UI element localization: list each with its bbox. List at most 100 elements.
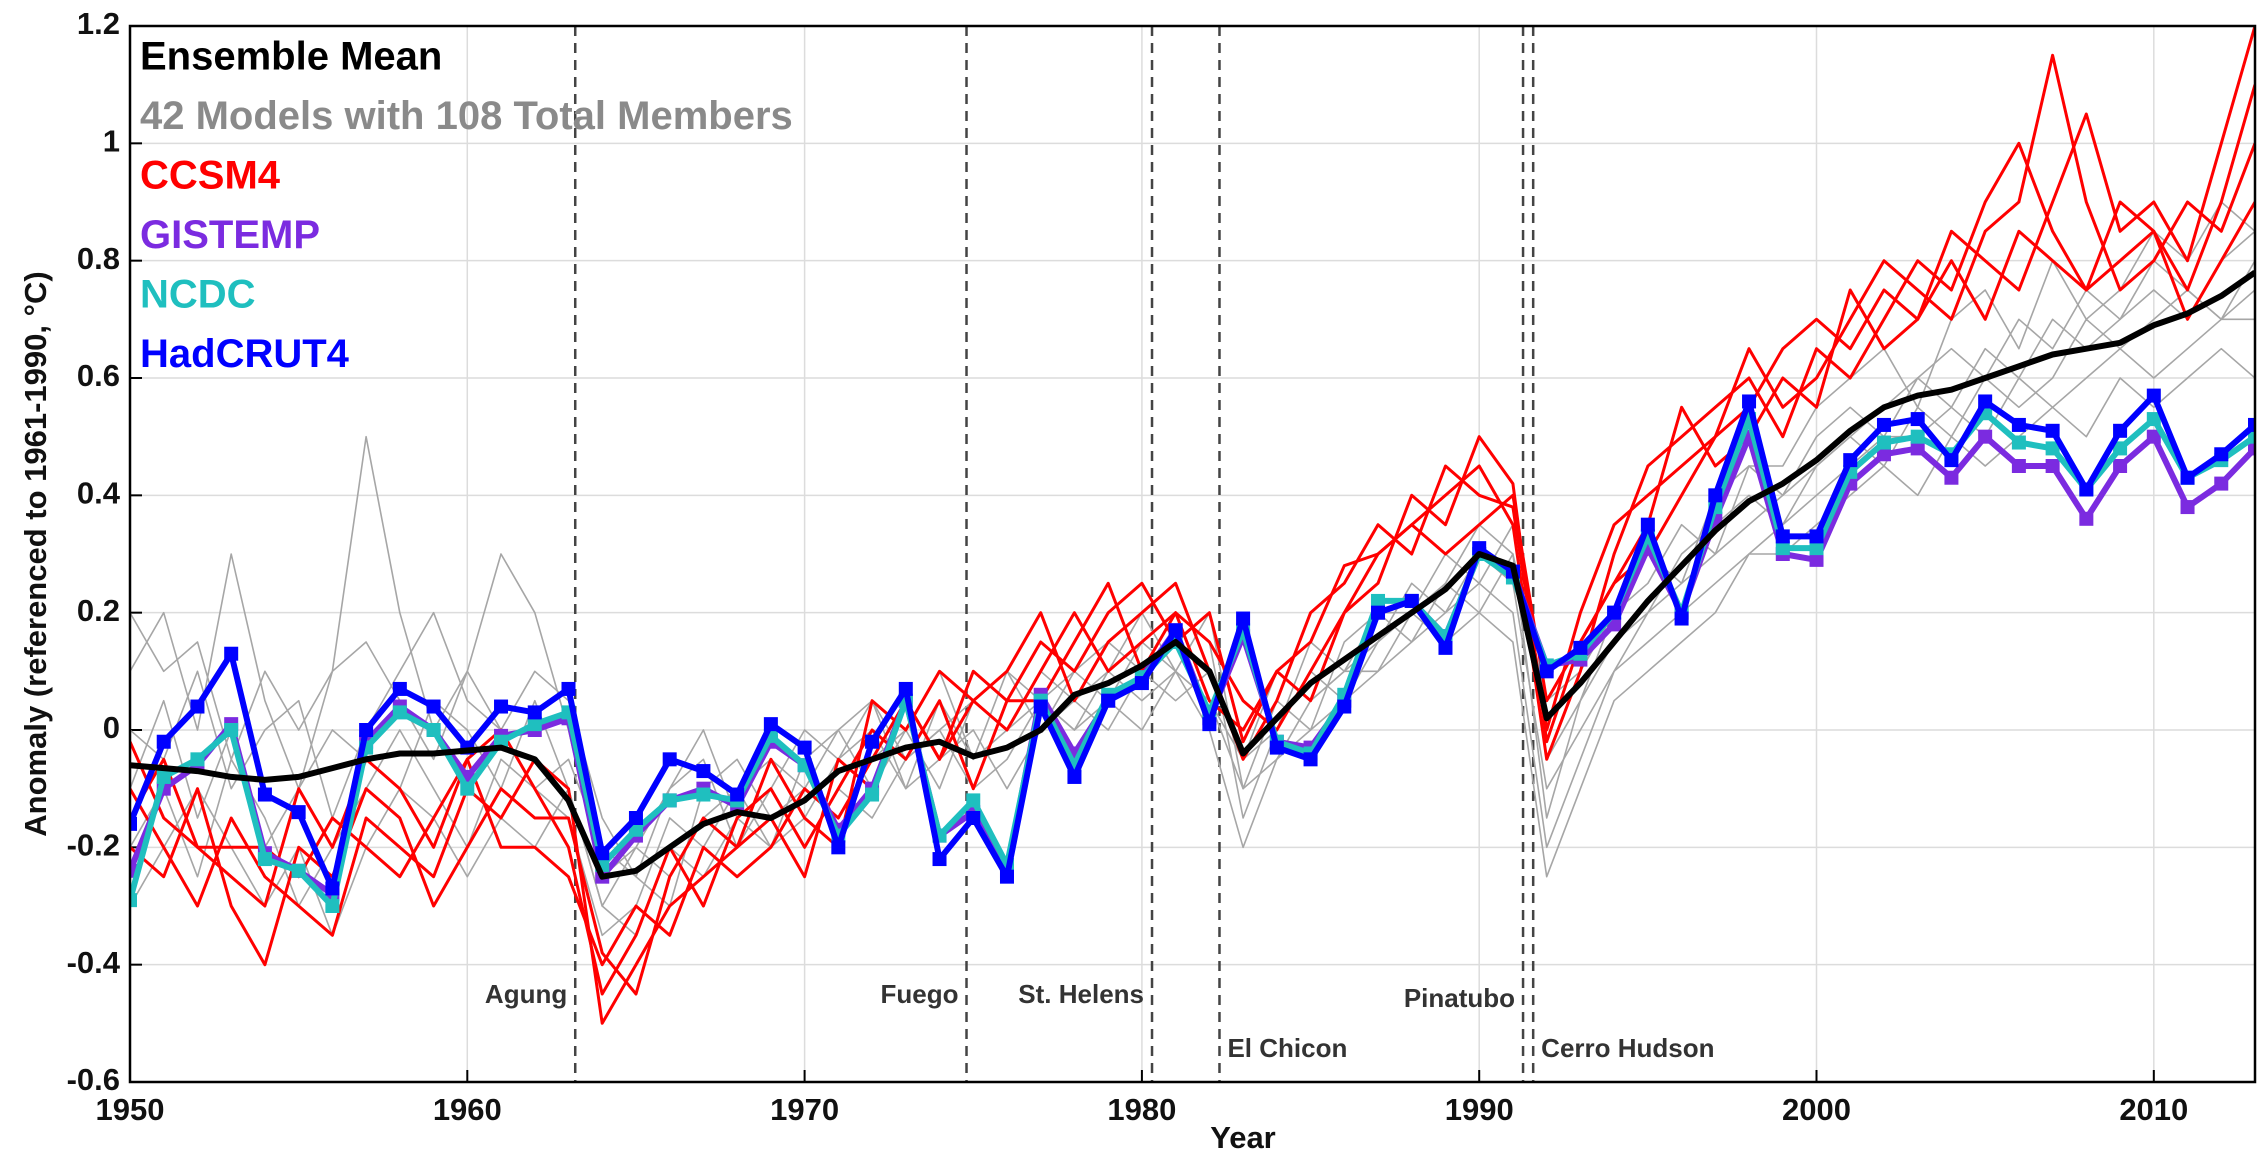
marker <box>2214 476 2229 491</box>
marker <box>2045 459 2060 473</box>
marker <box>130 893 137 908</box>
marker <box>1371 605 1386 620</box>
marker <box>2045 423 2060 438</box>
marker <box>763 717 778 732</box>
marker <box>2248 441 2255 456</box>
marker <box>460 781 475 796</box>
marker <box>1910 429 1925 444</box>
marker <box>1708 488 1723 503</box>
y-tick-label: 0.8 <box>77 241 120 276</box>
marker <box>1539 664 1554 679</box>
marker <box>1134 676 1149 691</box>
x-tick-label: 1960 <box>433 1092 502 1127</box>
y-tick-label: -0.2 <box>67 828 120 863</box>
y-tick-label: -0.4 <box>67 945 121 980</box>
marker <box>1438 640 1453 655</box>
event-label: St. Helens <box>1018 979 1144 1009</box>
marker <box>2214 447 2229 462</box>
marker <box>190 699 205 714</box>
x-tick-label: 1980 <box>1107 1092 1176 1127</box>
legend-entry: NCDC <box>140 273 256 317</box>
marker <box>1404 593 1419 608</box>
marker <box>2011 435 2026 450</box>
marker <box>999 869 1014 884</box>
legend-entry: HadCRUT4 <box>140 332 350 376</box>
legend-entry: 42 Models with 108 Total Members <box>140 94 793 138</box>
marker <box>2079 511 2094 526</box>
marker <box>730 787 745 802</box>
marker <box>494 699 509 714</box>
marker <box>257 852 272 867</box>
marker <box>190 752 205 767</box>
marker <box>1809 541 1824 556</box>
marker <box>1910 412 1925 427</box>
marker <box>1269 740 1284 755</box>
marker <box>2248 417 2255 432</box>
marker <box>2113 441 2128 456</box>
marker <box>291 805 306 820</box>
marker <box>527 705 542 720</box>
x-axis-label: Year <box>1210 1120 1276 1155</box>
event-label: Agung <box>485 979 567 1009</box>
x-tick-label: 2010 <box>2119 1092 2188 1127</box>
marker <box>1978 394 1993 409</box>
marker <box>1876 417 1891 432</box>
marker <box>392 681 407 696</box>
marker <box>1033 699 1048 714</box>
marker <box>291 863 306 878</box>
marker <box>1674 611 1689 626</box>
y-tick-label: 1.2 <box>77 6 120 41</box>
marker <box>1809 552 1824 567</box>
marker <box>1876 435 1891 450</box>
marker <box>1809 529 1824 544</box>
marker <box>1910 441 1925 456</box>
marker <box>130 863 137 878</box>
marker <box>2180 470 2195 485</box>
series-line <box>130 392 2255 892</box>
series-line <box>130 26 2255 996</box>
marker <box>224 646 239 661</box>
marker <box>1303 752 1318 767</box>
event-label: Cerro Hudson <box>1541 1033 1714 1063</box>
series-line <box>130 201 2255 878</box>
marker <box>2146 412 2161 427</box>
marker <box>865 787 880 802</box>
marker <box>2113 423 2128 438</box>
marker <box>257 787 272 802</box>
marker <box>527 717 542 732</box>
marker <box>1944 453 1959 468</box>
marker <box>1067 769 1082 784</box>
marker <box>426 723 441 737</box>
marker <box>797 740 812 755</box>
marker <box>325 899 340 913</box>
marker <box>561 681 576 696</box>
event-label: El Chicon <box>1227 1033 1347 1063</box>
marker <box>392 705 407 720</box>
marker <box>1640 517 1655 532</box>
marker <box>156 734 171 749</box>
marker <box>696 787 711 802</box>
marker <box>2180 500 2195 515</box>
y-tick-label: 1 <box>103 124 120 159</box>
marker <box>1371 593 1386 608</box>
x-tick-label: 2000 <box>1782 1092 1851 1127</box>
marker <box>1876 447 1891 462</box>
marker <box>1101 693 1116 708</box>
marker <box>2011 417 2026 432</box>
marker <box>1775 529 1790 544</box>
marker <box>696 764 711 779</box>
marker <box>1742 394 1757 409</box>
marker <box>359 723 374 737</box>
marker <box>898 681 913 696</box>
marker <box>1202 717 1217 732</box>
series-line <box>130 84 2255 996</box>
marker <box>966 793 981 808</box>
legend-entry: GISTEMP <box>140 213 320 257</box>
y-tick-label: 0.4 <box>77 476 121 511</box>
plot-area <box>130 26 2255 1082</box>
marker <box>1236 611 1251 626</box>
marker <box>2113 459 2128 473</box>
marker <box>595 846 610 861</box>
series-line <box>130 269 2255 880</box>
